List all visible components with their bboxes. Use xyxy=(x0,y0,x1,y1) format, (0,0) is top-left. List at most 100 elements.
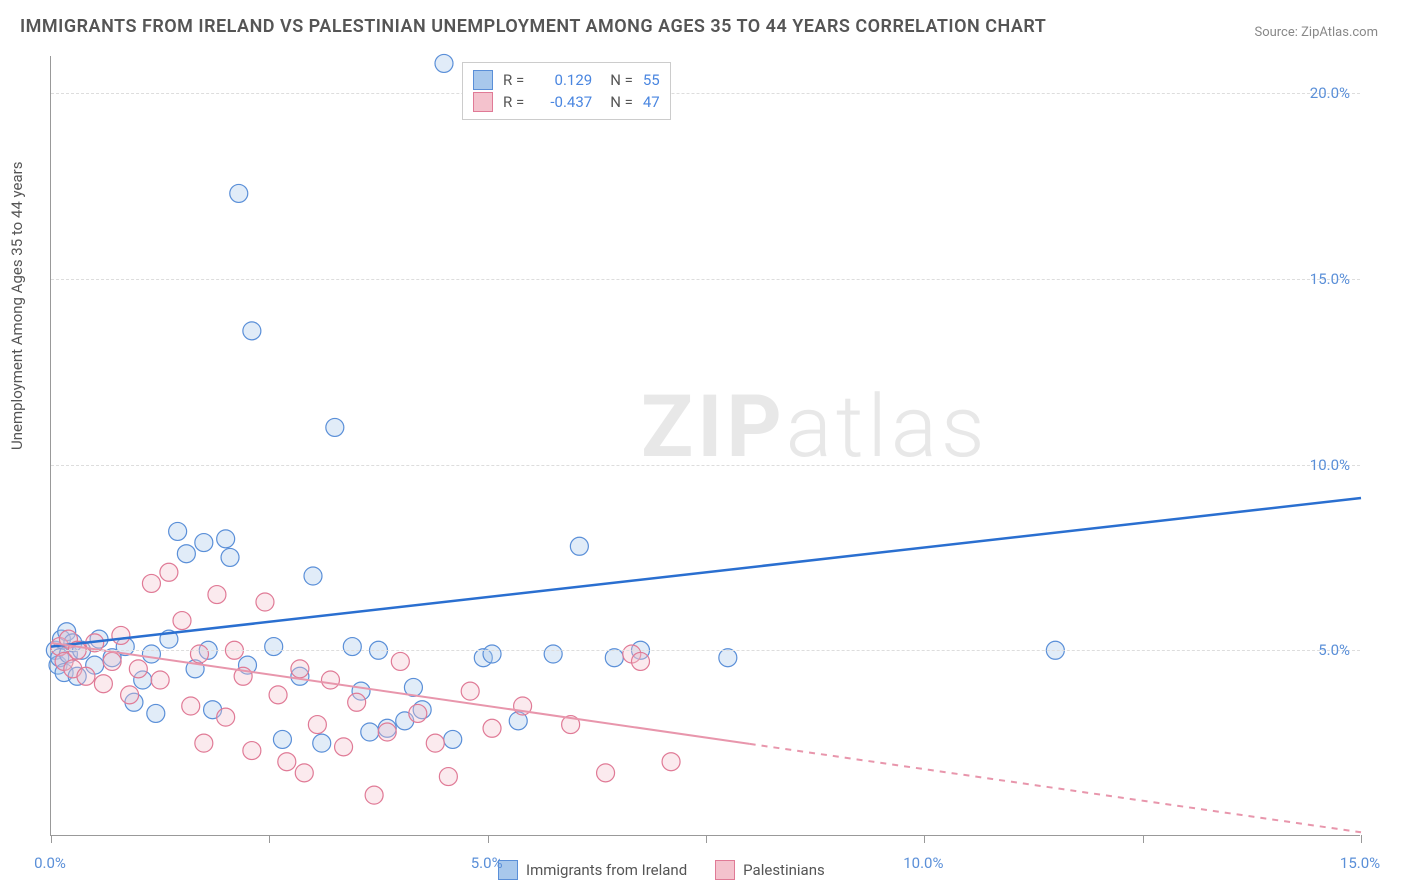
gridline xyxy=(51,279,1360,280)
r-value-1: -0.437 xyxy=(534,93,592,111)
n-label-1: N = xyxy=(610,93,633,111)
scatter-point xyxy=(461,682,479,700)
scatter-point xyxy=(151,671,169,689)
scatter-point xyxy=(77,667,95,685)
x-tick xyxy=(488,835,489,843)
scatter-point xyxy=(321,671,339,689)
swatch-bottom-1 xyxy=(715,860,735,880)
y-tick-label: 10.0% xyxy=(1310,456,1350,474)
scatter-point xyxy=(662,753,680,771)
x-tick xyxy=(924,835,925,843)
scatter-point xyxy=(269,686,287,704)
scatter-point xyxy=(182,697,200,715)
scatter-point xyxy=(243,322,261,340)
scatter-point xyxy=(142,574,160,592)
x-tick xyxy=(1361,835,1362,843)
scatter-plot-svg xyxy=(51,56,1360,835)
scatter-point xyxy=(409,704,427,722)
scatter-point xyxy=(348,693,366,711)
scatter-point xyxy=(94,675,112,693)
scatter-point xyxy=(112,626,130,644)
scatter-point xyxy=(177,545,195,563)
correlation-legend: R = 0.129 N = 55 R = -0.437 N = 47 xyxy=(462,62,671,120)
y-tick-label: 15.0% xyxy=(1310,270,1350,288)
swatch-series-1 xyxy=(473,92,493,112)
scatter-point xyxy=(160,563,178,581)
scatter-point xyxy=(221,548,239,566)
scatter-point xyxy=(142,645,160,663)
scatter-point xyxy=(426,734,444,752)
scatter-point xyxy=(632,652,650,670)
x-tick-minor xyxy=(1143,835,1144,843)
scatter-point xyxy=(719,649,737,667)
x-tick-minor xyxy=(706,835,707,843)
legend-row-series-1: R = -0.437 N = 47 xyxy=(473,91,660,113)
scatter-point xyxy=(278,753,296,771)
y-tick-label: 5.0% xyxy=(1318,641,1350,659)
scatter-point xyxy=(208,586,226,604)
source-name: ZipAtlas.com xyxy=(1301,25,1378,40)
scatter-point xyxy=(291,660,309,678)
scatter-point xyxy=(343,638,361,656)
scatter-point xyxy=(570,537,588,555)
scatter-point xyxy=(391,652,409,670)
scatter-point xyxy=(147,704,165,722)
legend-label-0: Immigrants from Ireland xyxy=(526,861,687,879)
x-tick xyxy=(51,835,52,843)
scatter-point xyxy=(217,530,235,548)
scatter-point xyxy=(483,719,501,737)
x-tick-label: 5.0% xyxy=(471,854,503,872)
x-tick-label: 0.0% xyxy=(34,854,66,872)
scatter-point xyxy=(190,645,208,663)
gridline xyxy=(51,465,1360,466)
x-tick-label: 15.0% xyxy=(1340,854,1380,872)
scatter-point xyxy=(121,686,139,704)
scatter-point xyxy=(265,638,283,656)
swatch-series-0 xyxy=(473,70,493,90)
gridline xyxy=(51,93,1360,94)
legend-item-1: Palestinians xyxy=(715,860,825,880)
scatter-point xyxy=(361,723,379,741)
scatter-point xyxy=(483,645,501,663)
series-legend: Immigrants from Ireland Palestinians xyxy=(498,860,825,880)
scatter-point xyxy=(597,764,615,782)
scatter-point xyxy=(439,768,457,786)
n-label-0: N = xyxy=(610,71,633,89)
scatter-point xyxy=(256,593,274,611)
scatter-point xyxy=(444,730,462,748)
x-tick-label: 10.0% xyxy=(903,854,943,872)
y-tick-label: 20.0% xyxy=(1310,84,1350,102)
legend-item-0: Immigrants from Ireland xyxy=(498,860,687,880)
n-value-1: 47 xyxy=(643,93,660,111)
scatter-point xyxy=(308,716,326,734)
scatter-point xyxy=(195,734,213,752)
y-axis-label: Unemployment Among Ages 35 to 44 years xyxy=(8,162,26,450)
scatter-point xyxy=(129,660,147,678)
chart-title: IMMIGRANTS FROM IRELAND VS PALESTINIAN U… xyxy=(20,16,1046,37)
trend-line-dashed xyxy=(750,744,1361,832)
scatter-point xyxy=(273,730,291,748)
n-value-0: 55 xyxy=(643,71,660,89)
scatter-point xyxy=(378,723,396,741)
legend-row-series-0: R = 0.129 N = 55 xyxy=(473,69,660,91)
legend-label-1: Palestinians xyxy=(743,861,825,879)
gridline xyxy=(51,650,1360,651)
scatter-point xyxy=(103,652,121,670)
scatter-point xyxy=(169,522,187,540)
scatter-point xyxy=(230,184,248,202)
source-prefix: Source: xyxy=(1254,25,1301,40)
r-value-0: 0.129 xyxy=(534,71,592,89)
scatter-point xyxy=(365,786,383,804)
scatter-point xyxy=(195,534,213,552)
plot-area: ZIPatlas 5.0%10.0%15.0%20.0% xyxy=(50,56,1360,836)
scatter-point xyxy=(435,54,453,72)
source-attribution: Source: ZipAtlas.com xyxy=(1254,25,1378,40)
scatter-point xyxy=(217,708,235,726)
scatter-point xyxy=(173,612,191,630)
trend-line-solid xyxy=(51,498,1361,647)
scatter-point xyxy=(326,418,344,436)
r-label-0: R = xyxy=(503,71,524,89)
scatter-point xyxy=(605,649,623,667)
scatter-point xyxy=(295,764,313,782)
scatter-point xyxy=(335,738,353,756)
